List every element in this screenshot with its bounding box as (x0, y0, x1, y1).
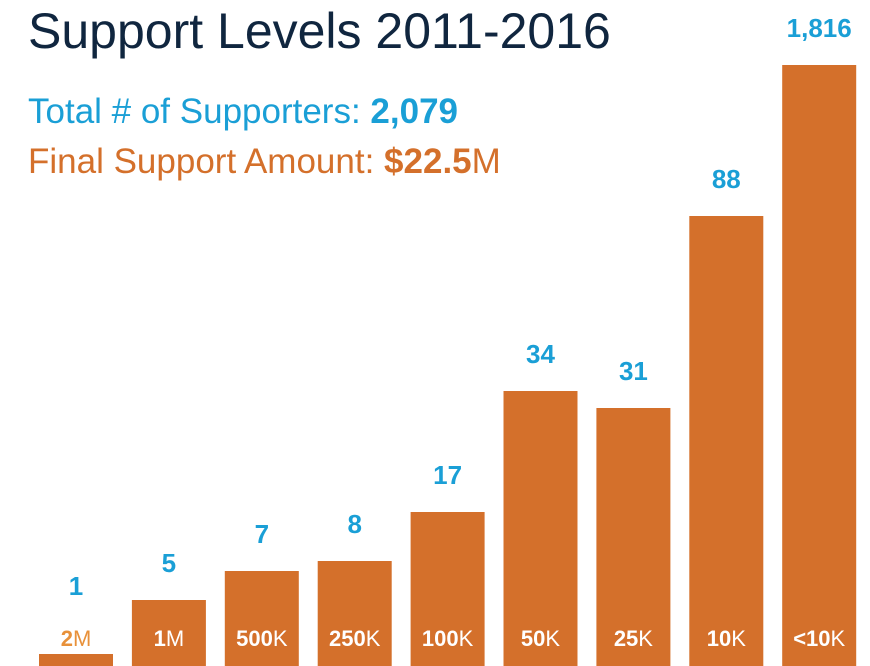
category-label-2: 500K (236, 626, 288, 651)
total-supporters: Total # of Supporters: 2,079 (28, 92, 458, 132)
value-label-6: 31 (619, 356, 648, 386)
value-label-7: 88 (712, 164, 741, 194)
value-label-2: 7 (255, 519, 269, 549)
final-support-amount: Final Support Amount: $22.5M (28, 142, 501, 182)
bar-2 (224, 571, 299, 666)
amount-value: $22.5 (384, 142, 472, 181)
amount-label: Final Support Amount: (28, 142, 385, 181)
bar-3 (317, 561, 392, 666)
chart-title: Support Levels 2011-2016 (28, 3, 611, 59)
bar-6 (596, 408, 671, 666)
amount-unit: M (471, 142, 501, 181)
category-label-8: <10K (793, 626, 845, 651)
category-label-6: 25K (614, 626, 653, 651)
bar-0 (39, 654, 113, 666)
bar-8 (782, 65, 857, 666)
category-label-4: 100K (422, 626, 474, 651)
value-label-8: 1,816 (787, 13, 852, 43)
bar-1 (131, 600, 206, 666)
value-label-4: 17 (433, 460, 462, 490)
category-label-7: 10K (707, 626, 746, 651)
category-label-1: 1M (154, 626, 185, 651)
category-label-0: 2M (61, 626, 92, 651)
value-label-3: 8 (347, 509, 361, 539)
bar-7 (689, 216, 764, 666)
category-label-3: 250K (329, 626, 381, 651)
value-label-1: 5 (162, 548, 176, 578)
value-label-0: 1 (69, 571, 83, 601)
value-label-5: 34 (526, 339, 555, 369)
bar-4 (410, 512, 485, 666)
bar-5 (503, 391, 578, 666)
supporters-value: 2,079 (370, 92, 459, 131)
category-label-5: 50K (521, 626, 560, 651)
supporters-label: Total # of Supporters: (28, 92, 371, 131)
